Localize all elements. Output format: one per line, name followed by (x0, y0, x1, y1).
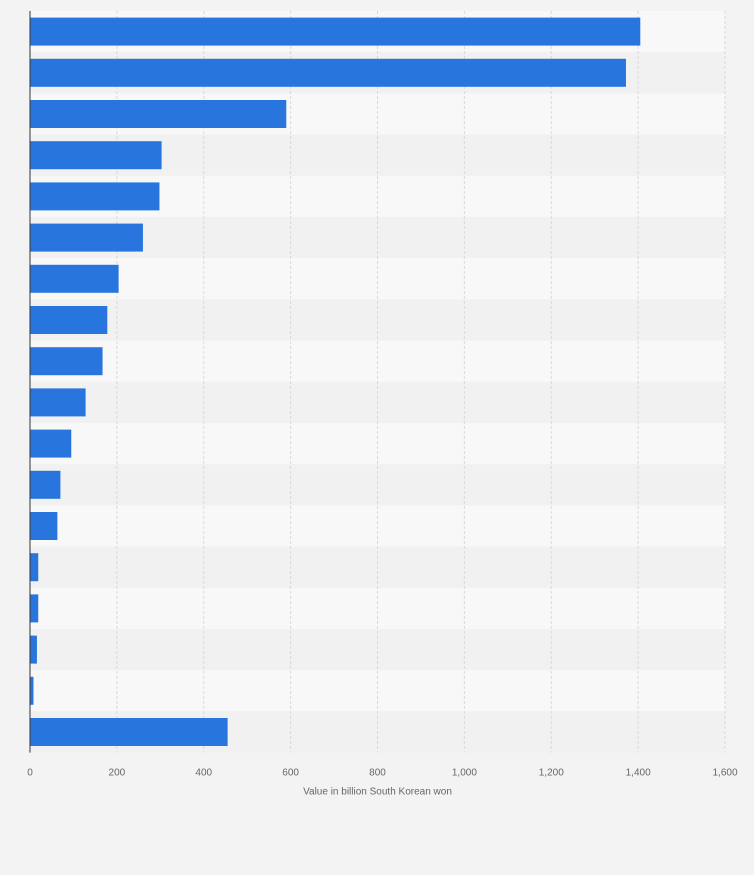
bar[interactable] (30, 594, 39, 623)
x-tick-label: 1,200 (539, 768, 564, 779)
row-band (30, 629, 725, 671)
x-tick-label: 0 (27, 768, 33, 779)
x-tick-label: 1,000 (452, 768, 477, 779)
bar[interactable] (30, 141, 162, 170)
bar[interactable] (30, 347, 103, 376)
bar[interactable] (30, 223, 143, 252)
bar[interactable] (30, 264, 119, 293)
x-axis-ticks: 0 200 400 600 800 1,000 1,200 1,400 1,600 (27, 768, 738, 779)
x-tick-label: 1,400 (626, 768, 651, 779)
bar[interactable] (30, 100, 287, 128)
x-tick-label: 800 (369, 768, 386, 779)
bar[interactable] (30, 718, 228, 746)
bar[interactable] (30, 676, 34, 705)
row-band (30, 464, 725, 506)
bar[interactable] (30, 58, 626, 87)
grid-lines (116, 11, 726, 753)
bar[interactable] (30, 635, 37, 664)
x-tick-label: 600 (282, 768, 299, 779)
bars (30, 17, 641, 746)
row-band (30, 299, 725, 341)
bar[interactable] (30, 17, 641, 46)
bar[interactable] (30, 306, 108, 334)
bar[interactable] (30, 512, 58, 540)
x-tick-label: 400 (195, 768, 212, 779)
bar[interactable] (30, 553, 39, 582)
bar[interactable] (30, 182, 160, 211)
x-axis-label: Value in billion South Korean won (303, 787, 452, 798)
bar[interactable] (30, 429, 72, 458)
bar[interactable] (30, 470, 61, 499)
bar[interactable] (30, 388, 86, 417)
x-tick-label: 200 (109, 768, 126, 779)
x-tick-label: 1,600 (712, 768, 737, 779)
